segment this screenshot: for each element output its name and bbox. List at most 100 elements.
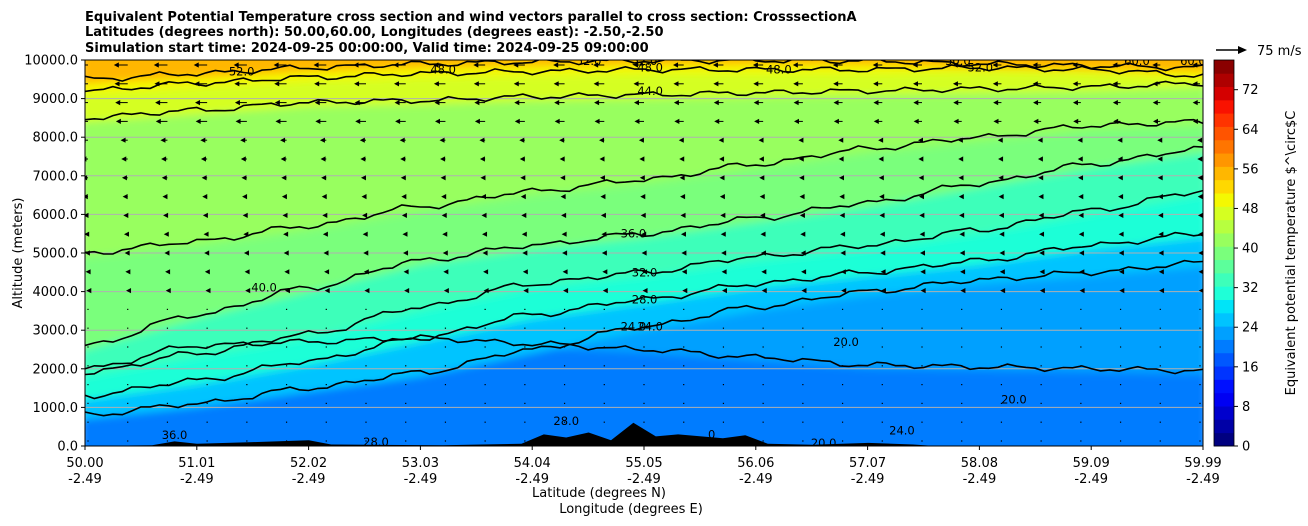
wind-vector [479, 156, 485, 162]
wind-vector [393, 62, 399, 68]
wind-vector [124, 250, 130, 256]
wind-vector [1199, 402, 1201, 404]
colorbar-segment [1214, 219, 1234, 234]
wind-vector [127, 308, 129, 310]
wind-vector [753, 81, 759, 87]
wind-vector [599, 137, 605, 143]
contour-label: 20.0 [1001, 393, 1027, 407]
wind-vector [355, 118, 361, 124]
contour-line-32 [85, 189, 1203, 376]
wind-vector [275, 118, 281, 124]
colorbar-frame [1213, 59, 1235, 447]
wind-vector [405, 308, 407, 310]
wind-vector [793, 100, 799, 106]
wind-vector [1040, 346, 1042, 348]
wind-vector [722, 327, 725, 329]
wind-vector [832, 62, 838, 68]
wind-vector [405, 440, 407, 442]
wind-vector [760, 212, 766, 218]
colorbar-segment [1214, 379, 1234, 394]
wind-vector [1199, 346, 1201, 348]
wind-vector [1112, 100, 1118, 106]
wind-vector [285, 308, 288, 310]
wind-vector [878, 137, 884, 143]
wind-vector [282, 212, 288, 218]
wind-vector [1073, 118, 1079, 124]
wind-vector [713, 81, 719, 87]
wind-vector [841, 346, 844, 348]
wind-vector [1159, 384, 1161, 386]
colorbar-segment [1214, 259, 1234, 274]
wind-vector [881, 440, 883, 442]
wind-vector [285, 365, 288, 367]
wind-vector [160, 137, 166, 143]
wind-vector [799, 194, 805, 200]
y-axis-label: Altitude (meters) [11, 198, 26, 309]
wind-vector [913, 100, 919, 106]
wind-vector [841, 365, 844, 367]
wind-vector [881, 308, 883, 310]
wind-vector [473, 62, 479, 68]
wind-vector [873, 81, 879, 87]
wind-vector [405, 402, 407, 404]
wind-vector [362, 212, 368, 218]
x-tick-label-lon: -2.49 [515, 472, 549, 487]
wind-vector [325, 384, 327, 386]
wind-vector [643, 421, 645, 423]
wind-vector [325, 308, 327, 310]
x-tick-label-lat: 59.09 [1073, 456, 1110, 471]
wind-vector [161, 156, 167, 162]
wind-vector [1080, 384, 1082, 386]
wind-vector [325, 327, 327, 329]
wind-vector [719, 194, 725, 200]
wind-vector [878, 175, 884, 181]
wind-vector [280, 137, 286, 143]
wind-vector [802, 327, 804, 329]
wind-vector [85, 175, 88, 181]
colorbar-segment [1214, 392, 1234, 407]
wind-vector [1199, 440, 1201, 442]
wind-vector [440, 175, 446, 181]
y-tick-label: 0.0 [57, 440, 78, 455]
wind-vector [524, 308, 526, 310]
wind-vector [1080, 327, 1082, 329]
wind-vector [280, 156, 286, 162]
wind-vector [953, 118, 959, 124]
wind-vector [123, 212, 129, 218]
wind-vector [154, 81, 160, 87]
wind-vector [484, 308, 486, 310]
wind-vector [1000, 346, 1003, 348]
x-tick-label-lat: 54.04 [514, 456, 551, 471]
wind-vector [563, 346, 566, 348]
wind-vector [1199, 421, 1201, 423]
wind-vector [802, 421, 804, 423]
quiver-key-arrowhead [1238, 46, 1247, 54]
wind-vector [242, 194, 248, 200]
wind-vector [360, 175, 366, 181]
colorbar-segment [1214, 86, 1234, 101]
wind-vector [643, 327, 645, 329]
y-tick-label: 9000.0 [33, 92, 79, 107]
wind-vector [1119, 384, 1122, 386]
wind-vector [200, 137, 206, 143]
wind-vector [997, 137, 1003, 143]
wind-vector [274, 81, 280, 87]
wind-vector [921, 346, 923, 348]
wind-vector [127, 421, 129, 423]
y-axis-ticks: 0.0 1000.0 2000.0 3000.0 4000.0 5000.0 6000.0 7… [24, 54, 85, 455]
wind-vector [1113, 118, 1119, 124]
wind-vector [921, 365, 923, 367]
chart-title: Equivalent Potential Temperature cross s… [85, 10, 857, 56]
wind-vector [1078, 194, 1084, 200]
wind-vector [246, 327, 248, 329]
wind-vector [235, 118, 241, 124]
wind-vector [554, 100, 560, 106]
wind-vector [603, 402, 605, 404]
wind-vector [633, 100, 639, 106]
wind-vector [561, 231, 567, 237]
wind-vector [365, 440, 367, 442]
wind-vector [1000, 440, 1003, 442]
wind-vector [641, 231, 647, 237]
quiver-key-label: 75 m/s [1257, 44, 1302, 59]
x-axis-ticks: 50.00-2.4951.01-2.4952.02-2.4953.03-2.49… [66, 446, 1222, 487]
